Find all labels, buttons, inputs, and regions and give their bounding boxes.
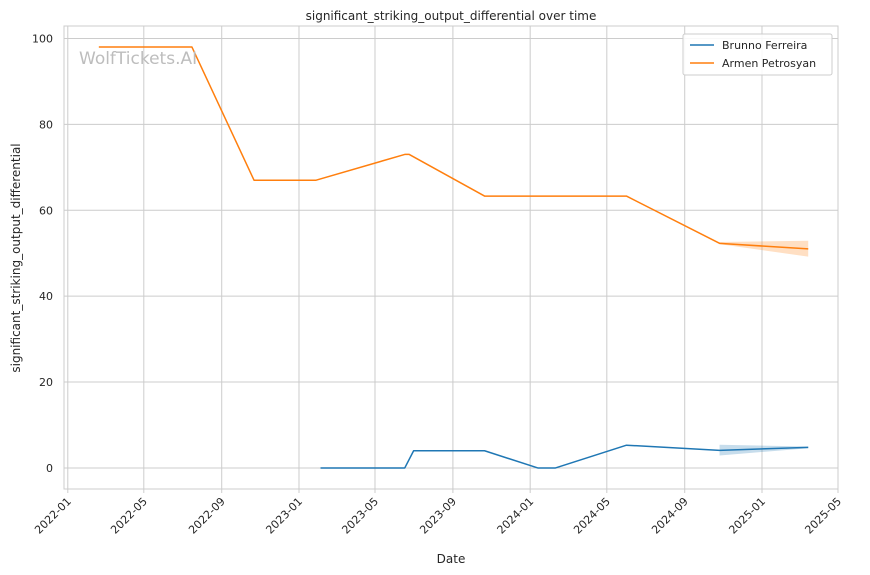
- plot-frame: [63, 25, 839, 490]
- x-tick-label: 2025-01: [726, 495, 768, 537]
- series-line-armen-petrosyan: [98, 46, 809, 250]
- confidence-bands: [719, 240, 809, 456]
- x-tick-label: 2024-09: [649, 495, 691, 537]
- watermark: WolfTickets.AI: [79, 49, 197, 69]
- x-tick-label: 2023-09: [417, 495, 459, 537]
- x-tick-label: 2023-05: [339, 495, 381, 537]
- chart-title: significant_striking_output_differential…: [306, 9, 597, 23]
- y-tick-label: 60: [39, 204, 53, 217]
- x-axis-ticks: 2022-01 2022-05 2022-09 2023-01 2023-05 2023-…: [32, 489, 844, 537]
- y-tick-label: 100: [32, 32, 53, 45]
- y-tick-label: 0: [46, 462, 53, 475]
- series-line-brunno-ferreira: [320, 444, 809, 469]
- legend-box: [682, 33, 833, 76]
- series-lines: [98, 46, 809, 469]
- x-tick-label: 2024-01: [495, 495, 537, 537]
- y-tick-label: 40: [39, 290, 53, 303]
- x-tick-label: 2022-09: [186, 495, 228, 537]
- y-axis-ticks: 0 20 40 60 80 100: [32, 32, 53, 474]
- x-tick-label: 2022-01: [32, 495, 74, 537]
- x-tick-label: 2022-05: [108, 495, 150, 537]
- y-tick-label: 20: [39, 376, 53, 389]
- grid: [64, 26, 839, 489]
- legend-label-armen-petrosyan: Armen Petrosyan: [722, 57, 816, 70]
- x-tick-label: 2024-05: [571, 495, 613, 537]
- x-axis-label: Date: [437, 552, 466, 566]
- legend-label-brunno-ferreira: Brunno Ferreira: [722, 39, 807, 52]
- y-tick-label: 80: [39, 118, 53, 131]
- x-tick-label: 2023-01: [263, 495, 305, 537]
- y-axis-label: significant_striking_output_differential: [9, 143, 23, 372]
- legend: Brunno Ferreira Armen Petrosyan: [682, 33, 833, 76]
- x-tick-label: 2025-05: [802, 495, 844, 537]
